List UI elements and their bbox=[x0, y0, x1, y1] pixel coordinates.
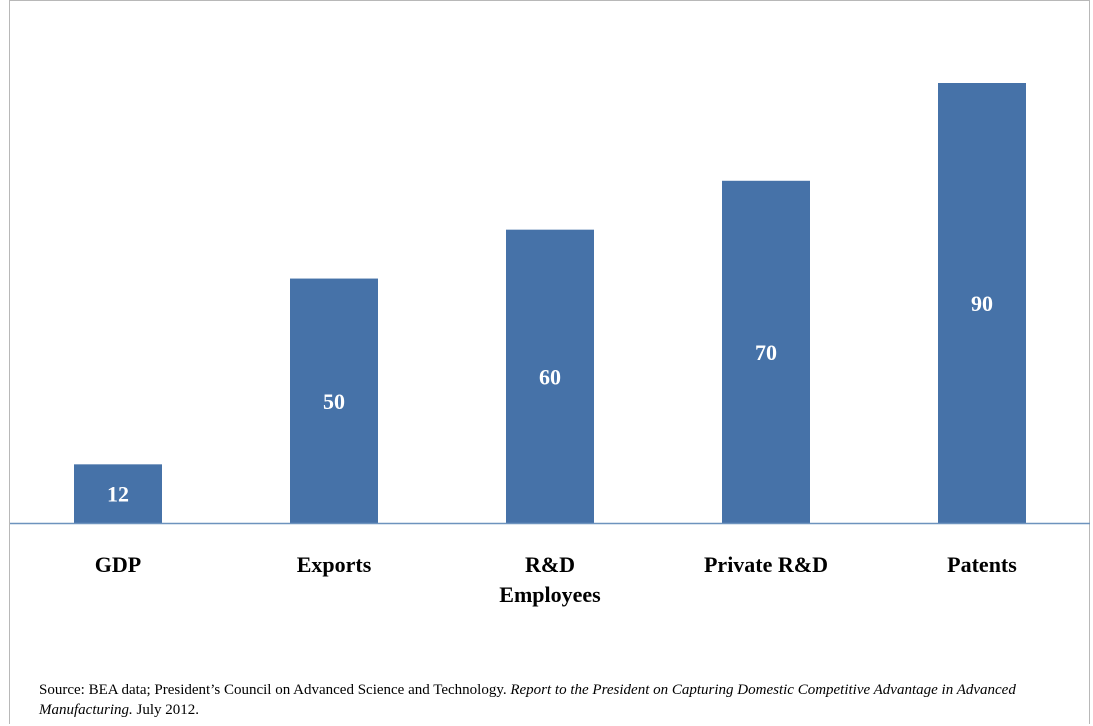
bar-0 bbox=[74, 464, 162, 523]
category-label-0: GDP bbox=[95, 552, 141, 577]
source-suffix: July 2012. bbox=[132, 702, 200, 718]
category-labels-group: GDP Exports R&D Employees Private R&D Patents bbox=[95, 552, 1017, 607]
bar-2 bbox=[506, 229, 594, 523]
bar-1 bbox=[290, 278, 378, 523]
category-label-line: Private R&D bbox=[704, 552, 828, 577]
category-label-line: GDP bbox=[95, 552, 141, 577]
category-label-line: Patents bbox=[947, 552, 1017, 577]
bars-group: 12 50 60 70 90 bbox=[74, 83, 1026, 523]
category-label-4: Patents bbox=[947, 552, 1017, 577]
bar-value-label-2: 60 bbox=[539, 364, 561, 389]
category-label-line: R&D bbox=[525, 552, 575, 577]
category-label-line: Exports bbox=[297, 552, 372, 577]
bar-value-label-3: 70 bbox=[755, 340, 777, 365]
source-report-title: Report to the President on Capturing Dom… bbox=[39, 682, 1016, 718]
source-note: Source: BEA data; President’s Council on… bbox=[39, 680, 1049, 720]
category-label-3: Private R&D bbox=[704, 552, 828, 577]
bar-4 bbox=[938, 83, 1026, 523]
category-label-2: R&D Employees bbox=[499, 552, 601, 607]
category-label-1: Exports bbox=[297, 552, 372, 577]
bar-value-label-1: 50 bbox=[323, 389, 345, 414]
chart-frame bbox=[9, 0, 1090, 724]
category-label-line: Employees bbox=[499, 582, 601, 607]
bar-chart: 12 50 60 70 90 GDP Exports R&D Employees Private… bbox=[10, 83, 1090, 607]
bar-value-label-0: 12 bbox=[107, 482, 129, 507]
bar-3 bbox=[722, 180, 810, 523]
source-prefix: Source: BEA data; President’s Council on… bbox=[39, 682, 511, 698]
bar-value-label-4: 90 bbox=[971, 291, 993, 316]
